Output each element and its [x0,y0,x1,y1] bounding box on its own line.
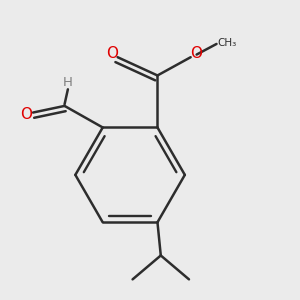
Text: O: O [20,107,32,122]
Text: CH₃: CH₃ [218,38,237,48]
Text: H: H [63,76,73,89]
Text: O: O [106,46,118,61]
Text: O: O [190,46,202,62]
